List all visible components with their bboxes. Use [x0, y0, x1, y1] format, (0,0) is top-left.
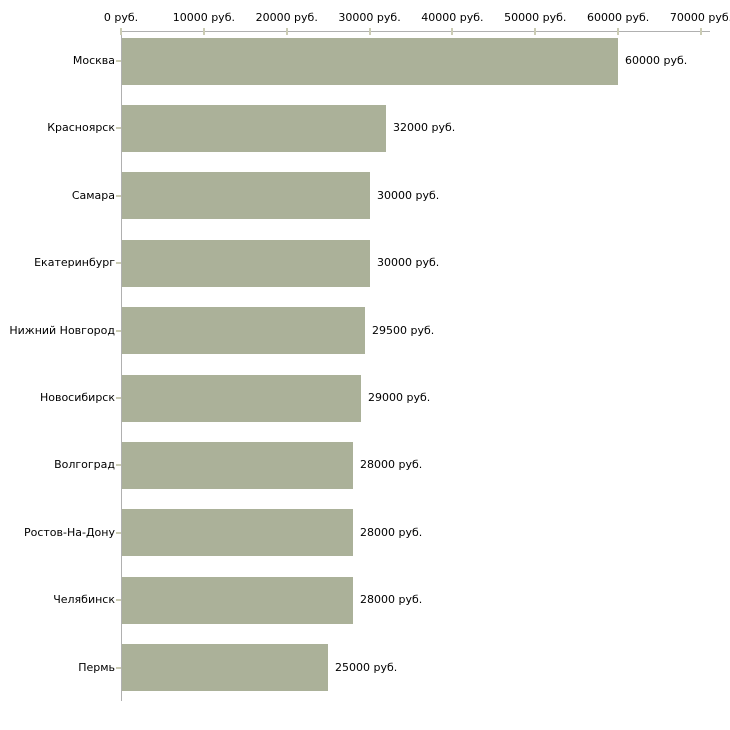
value-label: 32000 руб. — [393, 121, 456, 135]
x-tick-label: 40000 руб. — [421, 11, 484, 24]
value-label: 28000 руб. — [360, 593, 423, 607]
y-tick-mark — [116, 60, 121, 62]
bar — [122, 37, 618, 85]
y-tick-mark — [116, 127, 121, 130]
x-tick-label: 0 руб. — [103, 11, 139, 24]
y-tick-mark — [116, 464, 121, 467]
bar — [122, 576, 353, 624]
value-label: 60000 руб. — [625, 54, 688, 67]
category-label: Москва — [72, 54, 115, 67]
x-tick-label: 70000 руб. — [669, 11, 730, 24]
bar — [122, 644, 328, 692]
y-tick-mark — [116, 531, 121, 534]
category-label: Ростов-На-Дону — [23, 525, 115, 539]
category-label: Екатеринбург — [34, 256, 115, 270]
value-label: 30000 руб. — [377, 188, 440, 202]
category-label: Нижний Новгород — [9, 323, 115, 337]
value-label: 28000 руб. — [360, 525, 423, 539]
x-tick-label: 30000 руб. — [338, 11, 401, 24]
category-label: Волгоград — [54, 458, 115, 472]
bar — [122, 441, 353, 489]
category-label: Пермь — [78, 660, 115, 674]
x-tick-label: 60000 руб. — [587, 11, 650, 24]
y-axis-line — [121, 31, 122, 701]
x-tick-label: 20000 руб. — [255, 11, 318, 24]
x-tick-mark — [120, 28, 122, 35]
bar — [122, 374, 361, 422]
bar — [122, 307, 365, 355]
y-tick-mark — [116, 262, 121, 265]
category-label: Красноярск — [47, 121, 115, 135]
bar — [122, 509, 353, 557]
x-axis-line — [121, 31, 710, 32]
y-tick-mark — [116, 329, 121, 332]
value-label: 30000 руб. — [377, 256, 440, 270]
x-tick-mark — [617, 28, 620, 35]
bar — [122, 104, 386, 152]
category-label: Челябинск — [53, 593, 115, 607]
x-tick-mark — [202, 28, 205, 35]
x-tick-mark — [368, 28, 371, 35]
x-tick-label: 50000 руб. — [504, 11, 567, 24]
bar — [122, 172, 370, 220]
y-tick-mark — [116, 599, 121, 602]
category-label: Самара — [71, 188, 115, 202]
x-tick-mark — [285, 28, 288, 35]
value-label: 28000 руб. — [360, 458, 423, 472]
y-tick-mark — [116, 666, 121, 669]
value-label: 29500 руб. — [372, 323, 435, 337]
x-tick-mark — [451, 28, 454, 35]
category-label: Новосибирск — [39, 391, 115, 404]
y-tick-mark — [116, 194, 121, 197]
value-label: 25000 руб. — [335, 660, 398, 674]
x-tick-mark — [700, 28, 702, 35]
x-tick-label: 10000 руб. — [172, 11, 235, 24]
value-label: 29000 руб. — [368, 391, 431, 404]
bar — [122, 239, 370, 287]
y-tick-mark — [116, 397, 121, 399]
x-tick-mark — [534, 28, 537, 35]
